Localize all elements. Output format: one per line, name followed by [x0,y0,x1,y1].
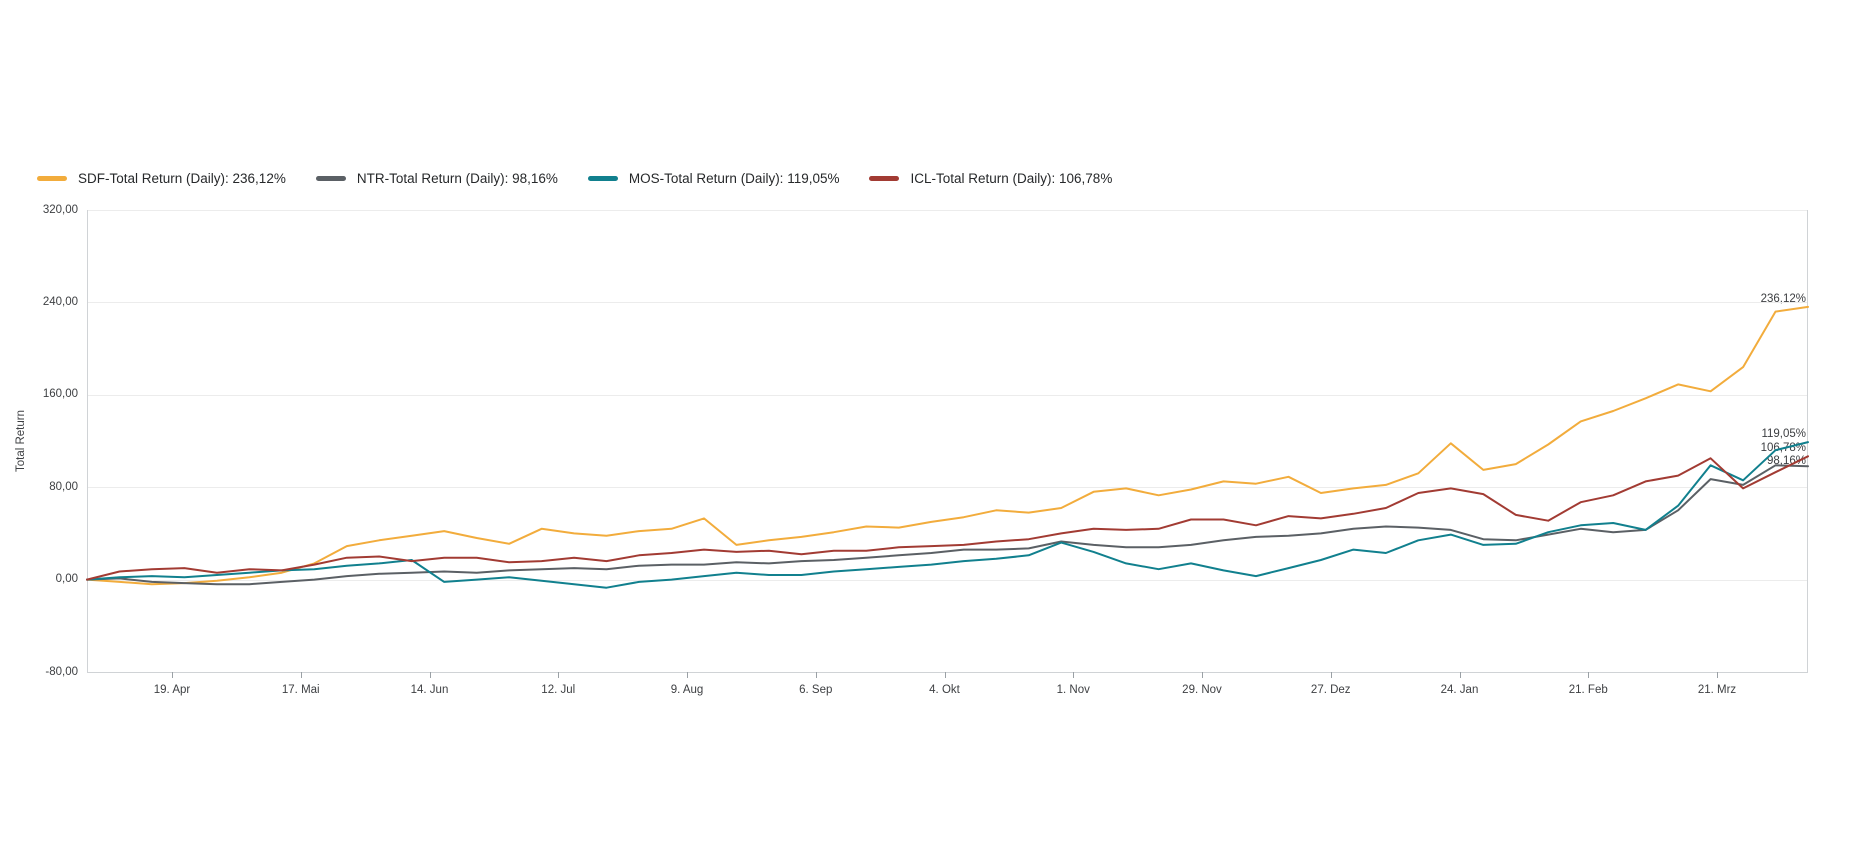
legend-item-NTR[interactable]: NTR-Total Return (Daily): 98,16% [315,171,558,186]
y-axis-title: Total Return [15,409,27,473]
y-axis-tick-label: 160,00 [42,388,78,401]
series-end-label-MOS: 119,05% [1761,428,1806,441]
x-axis-tick-label: 19. Apr [153,684,191,696]
x-axis-tick-marks [172,672,1718,678]
y-axis-tick-label: -80,00 [45,665,78,678]
plot-borders [87,210,1808,672]
x-axis-tick-label: 21. Feb [1568,684,1608,696]
series-line-MOS [86,441,1809,589]
x-axis-tick-label: 14. Jun [410,684,449,696]
legend-item-ICL[interactable]: ICL-Total Return (Daily): 106,78% [869,171,1112,186]
legend-swatch-ICL [869,176,900,181]
chart-plot-area [86,210,1809,678]
x-axis-tick-label: 6. Sep [799,684,833,696]
y-axis-tick-label: 80,00 [49,480,78,493]
chart-legend: SDF-Total Return (Daily): 236,12% NTR-Tot… [37,171,1112,186]
x-axis-tick-label: 12. Jul [541,684,576,696]
x-axis-tick-label: 29. Nov [1182,684,1222,696]
x-axis-tick-label: 24. Jan [1440,684,1479,696]
x-axis-tick-label: 17. Mai [281,684,320,696]
legend-swatch-MOS [587,176,618,181]
legend-label-NTR: NTR-Total Return (Daily): 98,16% [356,171,558,186]
series-line-SDF [86,305,1809,586]
y-axis-tick-label: 320,00 [42,203,78,216]
series-end-label-SDF: 236,12% [1760,292,1806,305]
series-line-NTR [86,464,1809,586]
x-axis-tick-label: 9. Aug [670,684,704,696]
x-axis-tick-label: 4. Okt [929,684,960,696]
legend-label-SDF: SDF-Total Return (Daily): 236,12% [78,171,286,186]
legend-swatch-NTR [315,176,346,181]
legend-label-MOS: MOS-Total Return (Daily): 119,05% [628,171,840,186]
legend-label-ICL: ICL-Total Return (Daily): 106,78% [910,171,1113,186]
legend-swatch-SDF [37,176,67,181]
gridlines [87,210,1808,673]
series-line-ICL [86,455,1809,581]
x-axis-tick-label: 21. Mrz [1697,684,1737,696]
series-end-label-NTR: 98,16% [1766,455,1806,468]
x-axis-tick-label: 27. Dez [1310,684,1351,696]
y-axis-tick-label: 240,00 [42,295,78,308]
legend-item-SDF[interactable]: SDF-Total Return (Daily): 236,12% [37,171,286,186]
y-axis-tick-label: 0,00 [55,573,78,586]
legend-item-MOS[interactable]: MOS-Total Return (Daily): 119,05% [587,171,840,186]
x-axis-tick-label: 1. Nov [1056,684,1090,696]
